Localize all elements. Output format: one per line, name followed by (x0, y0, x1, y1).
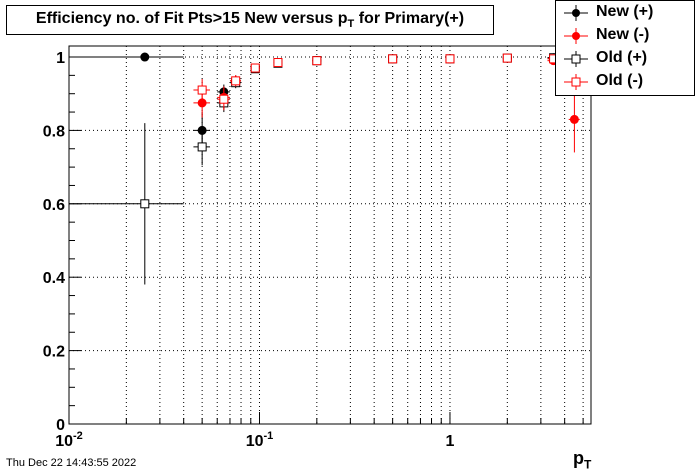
data-point-old (445, 54, 455, 64)
legend-marker-new (564, 28, 588, 44)
y-tick-label: 0.2 (43, 344, 65, 361)
legend-marker-new (564, 5, 588, 21)
legend-marker-old (564, 74, 588, 90)
data-point-new (569, 114, 579, 124)
legend: New (+) New (-) Old (+) Old (-) (555, 0, 695, 96)
legend-item-new: New (-) (556, 25, 694, 47)
chart-title: Efficiency no. of Fit Pts>15 New versus … (35, 10, 465, 31)
legend-label: Old (+) (596, 49, 648, 66)
data-point-old (231, 76, 241, 86)
x-axis-label: pT (573, 448, 592, 472)
y-tick-label: 0.8 (43, 123, 65, 140)
legend-item-old: Old (-) (556, 71, 694, 93)
y-tick-label: 0.4 (43, 270, 65, 287)
legend-label: New (-) (596, 26, 650, 43)
x-tick-label: 10-1 (246, 430, 274, 450)
data-point-old (197, 142, 207, 152)
x-tick-label: 10-2 (55, 430, 83, 450)
y-tick-label: 1 (56, 50, 65, 67)
x-tick-label: 1 (446, 433, 455, 450)
data-point-old (219, 94, 229, 104)
data-point-old (273, 58, 283, 68)
chart-title-box: Efficiency no. of Fit Pts>15 New versus … (6, 5, 494, 35)
legend-marker-old (564, 51, 588, 67)
data-point-old (140, 199, 150, 209)
data-point-old (312, 56, 322, 66)
y-tick-label: 0 (56, 417, 65, 434)
legend-label: Old (-) (596, 72, 644, 89)
data-point-old (197, 85, 207, 95)
y-tick-label: 0.6 (43, 197, 65, 214)
data-point-old (502, 53, 512, 63)
legend-item-new: New (+) (556, 2, 694, 24)
plot-frame (68, 45, 592, 425)
data-point-new (140, 52, 150, 62)
timestamp: Thu Dec 22 14:43:55 2022 (6, 457, 137, 469)
data-point-old (250, 63, 260, 73)
legend-item-old: Old (+) (556, 48, 694, 70)
data-point-old (388, 54, 398, 64)
legend-label: New (+) (596, 3, 654, 20)
